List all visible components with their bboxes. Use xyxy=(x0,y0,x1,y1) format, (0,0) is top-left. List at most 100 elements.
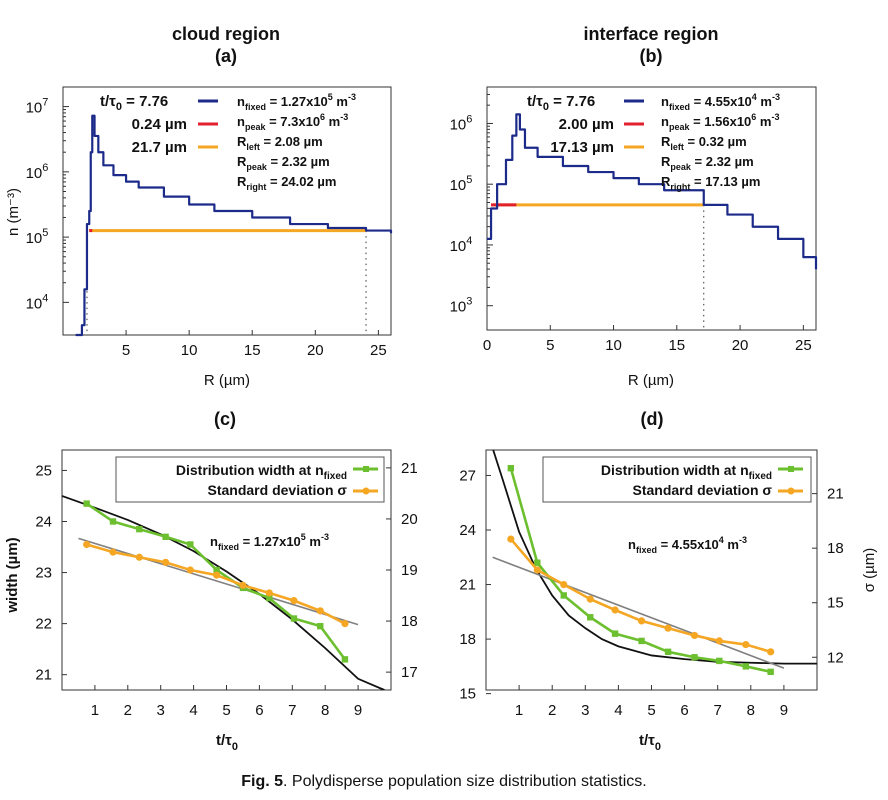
b-x-tick-label: 0 xyxy=(483,337,491,354)
panel-c-y-ticks-right: 17 18 19 20 21 xyxy=(386,460,418,681)
d-width-point xyxy=(664,648,672,656)
d-x-tick-label: 9 xyxy=(780,702,788,719)
d-x-tick-label: 8 xyxy=(747,702,755,719)
c-sigma-point xyxy=(109,548,117,556)
d-y-tick-label-left: 21 xyxy=(459,577,476,594)
panel-d-legend-width-label: Distribution width at nfixed xyxy=(601,462,772,482)
c-y-tick-label-left: 21 xyxy=(35,667,52,684)
panel-d-x-axis-label: t/τ0 xyxy=(639,732,661,753)
d-x-tick-label: 6 xyxy=(680,702,688,719)
c-sigma-series-line xyxy=(86,543,346,625)
panel-c-legend: Distribution width at nfixed Standard de… xyxy=(115,456,385,503)
d-plot-area xyxy=(492,450,817,676)
panel-a: cloud region (a) 5 10 15 20 25 104105106107 … xyxy=(5,24,393,389)
panel-c-series xyxy=(62,495,385,690)
d-sigma-point xyxy=(533,566,541,574)
d-sigma-point xyxy=(611,606,619,614)
d-sigma-point xyxy=(742,640,750,649)
c-x-tick-label: 9 xyxy=(354,702,362,719)
panel-c-y-axis-label: width (µm) xyxy=(4,537,21,613)
panel-c-nfixed-annotation: nfixed = 1.27x105 m-3 xyxy=(210,532,329,552)
panel-d-legend: Distribution width at nfixed Standard de… xyxy=(542,456,812,503)
panel-a-legend-time: t/τ0 = 7.76 xyxy=(100,93,168,113)
d-width-point xyxy=(767,668,774,676)
d-y-tick-label-left: 27 xyxy=(459,467,476,484)
c-y-tick-label-left: 24 xyxy=(35,513,52,530)
panel-c-legend-sigma-label: Standard deviation σ xyxy=(208,482,348,498)
panel-c-legend-orange-marker xyxy=(362,487,370,495)
b-x-tick-label: 5 xyxy=(546,337,554,354)
c-sigma-point xyxy=(316,607,324,615)
a-annotation-line: Rleft = 2.08 µm xyxy=(237,134,323,152)
c-y-tick-label-left: 25 xyxy=(35,462,52,479)
d-gray-fit-line xyxy=(492,556,785,669)
c-plot-area xyxy=(62,495,385,690)
d-sigma-point xyxy=(664,624,672,632)
d-sigma-point xyxy=(586,595,594,603)
panel-d-legend-box xyxy=(542,456,812,503)
c-width-point xyxy=(213,566,220,574)
c-sigma-point xyxy=(341,620,349,628)
panel-a-legend-peak-width: 0.24 µm xyxy=(132,116,187,133)
a-annotation-line: Rpeak = 2.32 µm xyxy=(237,154,330,172)
c-sigma-point xyxy=(239,581,247,589)
d-width-point xyxy=(638,637,645,645)
d-sigma-point xyxy=(560,580,568,589)
d-width-point xyxy=(587,614,594,621)
panel-a-title: cloud region xyxy=(172,24,280,44)
b-y-tick-label: 106 xyxy=(450,113,473,133)
c-x-tick-label: 5 xyxy=(222,702,230,719)
d-y-tick-label-left: 24 xyxy=(459,522,476,539)
panel-b-legend-width: 17.13 µm xyxy=(550,139,614,156)
a-annotation-line: nfixed = 1.27x105 m-3 xyxy=(237,92,356,112)
b-annotation-line: npeak = 1.56x106 m-3 xyxy=(661,112,779,132)
panel-d-x-ticks: 1 2 3 4 5 6 7 8 9 xyxy=(515,685,788,719)
c-width-point xyxy=(317,622,324,630)
d-width-point xyxy=(611,630,619,637)
c-x-tick-label: 1 xyxy=(91,702,99,719)
a-y-tick-label: 107 xyxy=(26,97,49,117)
d-x-tick-label: 3 xyxy=(581,702,589,719)
panel-b-legend-peak-width: 2.00 µm xyxy=(559,116,614,133)
c-sigma-point xyxy=(186,566,194,574)
panel-b-y-ticks: 103 104 105 106 xyxy=(450,93,493,316)
panel-b-legend-time: t/τ0 = 7.76 xyxy=(527,93,595,113)
c-y-tick-label-left: 22 xyxy=(35,616,52,633)
d-sigma-point xyxy=(767,648,775,656)
c-y-tick-label-left: 23 xyxy=(35,565,52,582)
c-sigma-point xyxy=(162,558,170,566)
c-black-fit-line xyxy=(62,495,385,690)
b-distribution-line xyxy=(487,113,818,270)
d-x-tick-label: 5 xyxy=(647,702,655,719)
d-sigma-point xyxy=(690,631,699,640)
b-x-tick-label: 25 xyxy=(795,337,812,354)
c-x-tick-label: 2 xyxy=(124,702,132,719)
panel-c-label: (c) xyxy=(214,409,236,429)
a-distribution-line xyxy=(75,114,393,337)
b-x-tick-label: 10 xyxy=(605,337,622,354)
c-y-tick-label-right: 17 xyxy=(401,664,418,681)
panel-c-x-axis-label: t/τ0 xyxy=(216,732,238,753)
a-x-tick-label: 5 xyxy=(122,342,130,359)
b-y-tick-label: 103 xyxy=(450,296,473,316)
panel-b: interface region (b) 0 5 10 15 20 25 10310410… xyxy=(450,24,818,389)
c-width-point xyxy=(341,656,349,663)
a-x-tick-label: 10 xyxy=(181,342,198,359)
d-y-tick-label-right: 21 xyxy=(827,486,844,503)
a-annotation-line: Rright = 24.02 µm xyxy=(237,174,336,192)
panel-b-title: interface region xyxy=(583,24,718,44)
panel-a-x-ticks: 5 10 15 20 25 xyxy=(122,330,387,359)
c-y-tick-label-right: 18 xyxy=(401,613,418,630)
b-annotation-line: nfixed = 4.55x104 m-3 xyxy=(661,92,780,112)
a-x-tick-label: 25 xyxy=(370,342,387,359)
c-x-tick-label: 7 xyxy=(288,702,296,719)
panel-b-label: (b) xyxy=(640,46,663,66)
c-sigma-point xyxy=(83,540,91,549)
panel-b-x-ticks: 0 5 10 15 20 25 xyxy=(483,325,812,354)
d-x-tick-label: 2 xyxy=(548,702,556,719)
panel-d-legend-orange-marker xyxy=(787,487,795,495)
panel-d-nfixed-annotation: nfixed = 4.55x104 m-3 xyxy=(628,535,747,555)
